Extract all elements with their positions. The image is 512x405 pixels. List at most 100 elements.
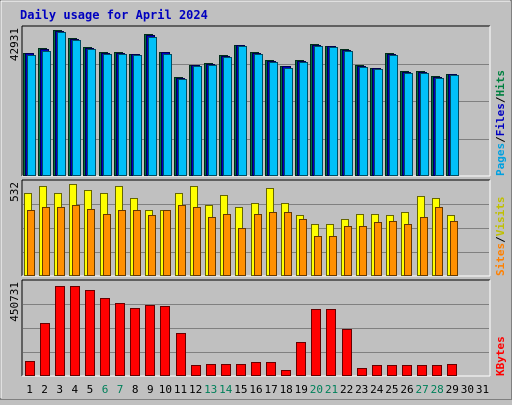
legend-entry: / bbox=[494, 96, 507, 103]
bar-pages-day-18 bbox=[284, 68, 293, 176]
bar-sites-day-18 bbox=[284, 212, 292, 276]
bar-sites-day-6 bbox=[103, 214, 111, 276]
x-tick-label: 29 bbox=[446, 383, 459, 396]
side-legend: Sites/Visits bbox=[494, 197, 507, 277]
bar-pages-day-8 bbox=[133, 55, 142, 176]
x-tick-label: 6 bbox=[102, 383, 109, 396]
bar-sites-day-20 bbox=[314, 236, 322, 276]
bar-kbytes-day-7 bbox=[115, 303, 125, 376]
bar-pages-day-7 bbox=[118, 54, 127, 176]
bar-pages-day-24 bbox=[374, 69, 383, 176]
legend-entry: Sites bbox=[494, 243, 507, 276]
bar-kbytes-day-6 bbox=[100, 298, 110, 376]
bar-sites-day-3 bbox=[57, 207, 65, 276]
bar-pages-day-26 bbox=[404, 73, 413, 176]
bar-pages-day-22 bbox=[344, 51, 353, 176]
bar-kbytes-day-10 bbox=[160, 306, 170, 376]
bar-sites-day-25 bbox=[389, 221, 397, 276]
bar-sites-day-9 bbox=[148, 215, 156, 276]
x-tick-label: 5 bbox=[87, 383, 94, 396]
bar-kbytes-day-5 bbox=[85, 290, 95, 376]
bar-kbytes-day-14 bbox=[221, 364, 231, 376]
bar-pages-day-3 bbox=[57, 32, 66, 176]
x-tick-label: 9 bbox=[147, 383, 154, 396]
bar-pages-day-23 bbox=[359, 67, 368, 176]
bar-pages-day-2 bbox=[42, 51, 51, 176]
bar-sites-day-17 bbox=[269, 212, 277, 276]
bar-sites-day-19 bbox=[299, 219, 307, 276]
series-kbytes bbox=[25, 286, 457, 376]
bar-kbytes-day-27 bbox=[417, 365, 427, 376]
panel-kbytes: 450731 KBytes bbox=[8, 279, 507, 377]
x-tick-label: 2 bbox=[41, 383, 48, 396]
bar-pages-day-17 bbox=[269, 62, 278, 176]
panels: 42931Pages/Files/Hits532Sites/Visits4507… bbox=[8, 25, 507, 377]
bar-kbytes-day-11 bbox=[176, 333, 186, 376]
x-tick-label: 28 bbox=[431, 383, 444, 396]
bar-sites-day-22 bbox=[344, 226, 352, 276]
x-tick-label: 4 bbox=[71, 383, 78, 396]
bar-sites-day-4 bbox=[72, 205, 80, 276]
bar-sites-day-16 bbox=[254, 214, 262, 276]
side-legend: KBytes bbox=[494, 336, 507, 376]
bar-kbytes-day-13 bbox=[206, 364, 216, 376]
bar-pages-day-29 bbox=[450, 75, 459, 176]
bar-kbytes-day-4 bbox=[70, 286, 80, 376]
bar-pages-day-1 bbox=[27, 55, 36, 176]
bar-pages-day-12 bbox=[193, 66, 202, 176]
x-tick-label: 18 bbox=[280, 383, 293, 396]
x-tick-label: 19 bbox=[295, 383, 308, 396]
x-tick-label: 22 bbox=[340, 383, 353, 396]
x-tick-label: 13 bbox=[204, 383, 217, 396]
bar-sites-day-14 bbox=[223, 214, 231, 276]
bar-kbytes-day-17 bbox=[266, 362, 276, 376]
series-pages bbox=[27, 32, 459, 176]
bar-sites-day-28 bbox=[435, 207, 443, 276]
x-tick-label: 15 bbox=[234, 383, 247, 396]
x-tick-label: 14 bbox=[219, 383, 233, 396]
bar-sites-day-1 bbox=[27, 210, 35, 276]
bar-kbytes-day-16 bbox=[251, 362, 261, 376]
bar-kbytes-day-3 bbox=[55, 286, 65, 376]
bar-kbytes-day-20 bbox=[311, 309, 321, 376]
x-tick-label: 30 bbox=[461, 383, 474, 396]
bar-sites-day-10 bbox=[163, 210, 171, 276]
x-tick-label: 21 bbox=[325, 383, 338, 396]
bar-sites-day-26 bbox=[404, 224, 412, 276]
bar-pages-day-25 bbox=[389, 55, 398, 176]
bar-pages-day-15 bbox=[238, 46, 247, 176]
bar-sites-day-27 bbox=[420, 217, 428, 276]
y-max-label: 532 bbox=[8, 182, 21, 202]
legend-entry: Pages bbox=[494, 143, 507, 176]
bar-pages-day-13 bbox=[208, 65, 217, 176]
bar-pages-day-27 bbox=[420, 73, 429, 176]
bar-kbytes-day-22 bbox=[342, 329, 352, 376]
x-tick-label: 1 bbox=[26, 383, 33, 396]
bar-pages-day-21 bbox=[329, 47, 338, 176]
legend-entry: / bbox=[494, 236, 507, 243]
bar-kbytes-day-19 bbox=[296, 342, 306, 376]
x-tick-label: 23 bbox=[355, 383, 368, 396]
bar-kbytes-day-18 bbox=[281, 370, 291, 376]
bar-pages-day-16 bbox=[254, 54, 263, 176]
x-tick-label: 17 bbox=[264, 383, 277, 396]
x-tick-label: 16 bbox=[249, 383, 262, 396]
x-tick-label: 27 bbox=[415, 383, 428, 396]
legend-entry: KBytes bbox=[494, 336, 507, 376]
x-tick-label: 12 bbox=[189, 383, 202, 396]
chart-title: Daily usage for April 2024 bbox=[20, 8, 208, 22]
bar-pages-day-20 bbox=[314, 46, 323, 176]
x-tick-label: 24 bbox=[370, 383, 384, 396]
bar-sites-day-24 bbox=[374, 222, 382, 276]
bar-pages-day-11 bbox=[178, 79, 187, 176]
x-tick-label: 31 bbox=[476, 383, 489, 396]
bar-kbytes-day-29 bbox=[447, 364, 457, 376]
bar-pages-day-6 bbox=[103, 54, 112, 176]
bar-kbytes-day-23 bbox=[357, 368, 367, 376]
x-tick-label: 3 bbox=[56, 383, 63, 396]
legend-entry: Files bbox=[494, 103, 507, 136]
x-tick-label: 20 bbox=[310, 383, 323, 396]
x-tick-label: 25 bbox=[385, 383, 398, 396]
bar-sites-day-7 bbox=[118, 210, 126, 276]
